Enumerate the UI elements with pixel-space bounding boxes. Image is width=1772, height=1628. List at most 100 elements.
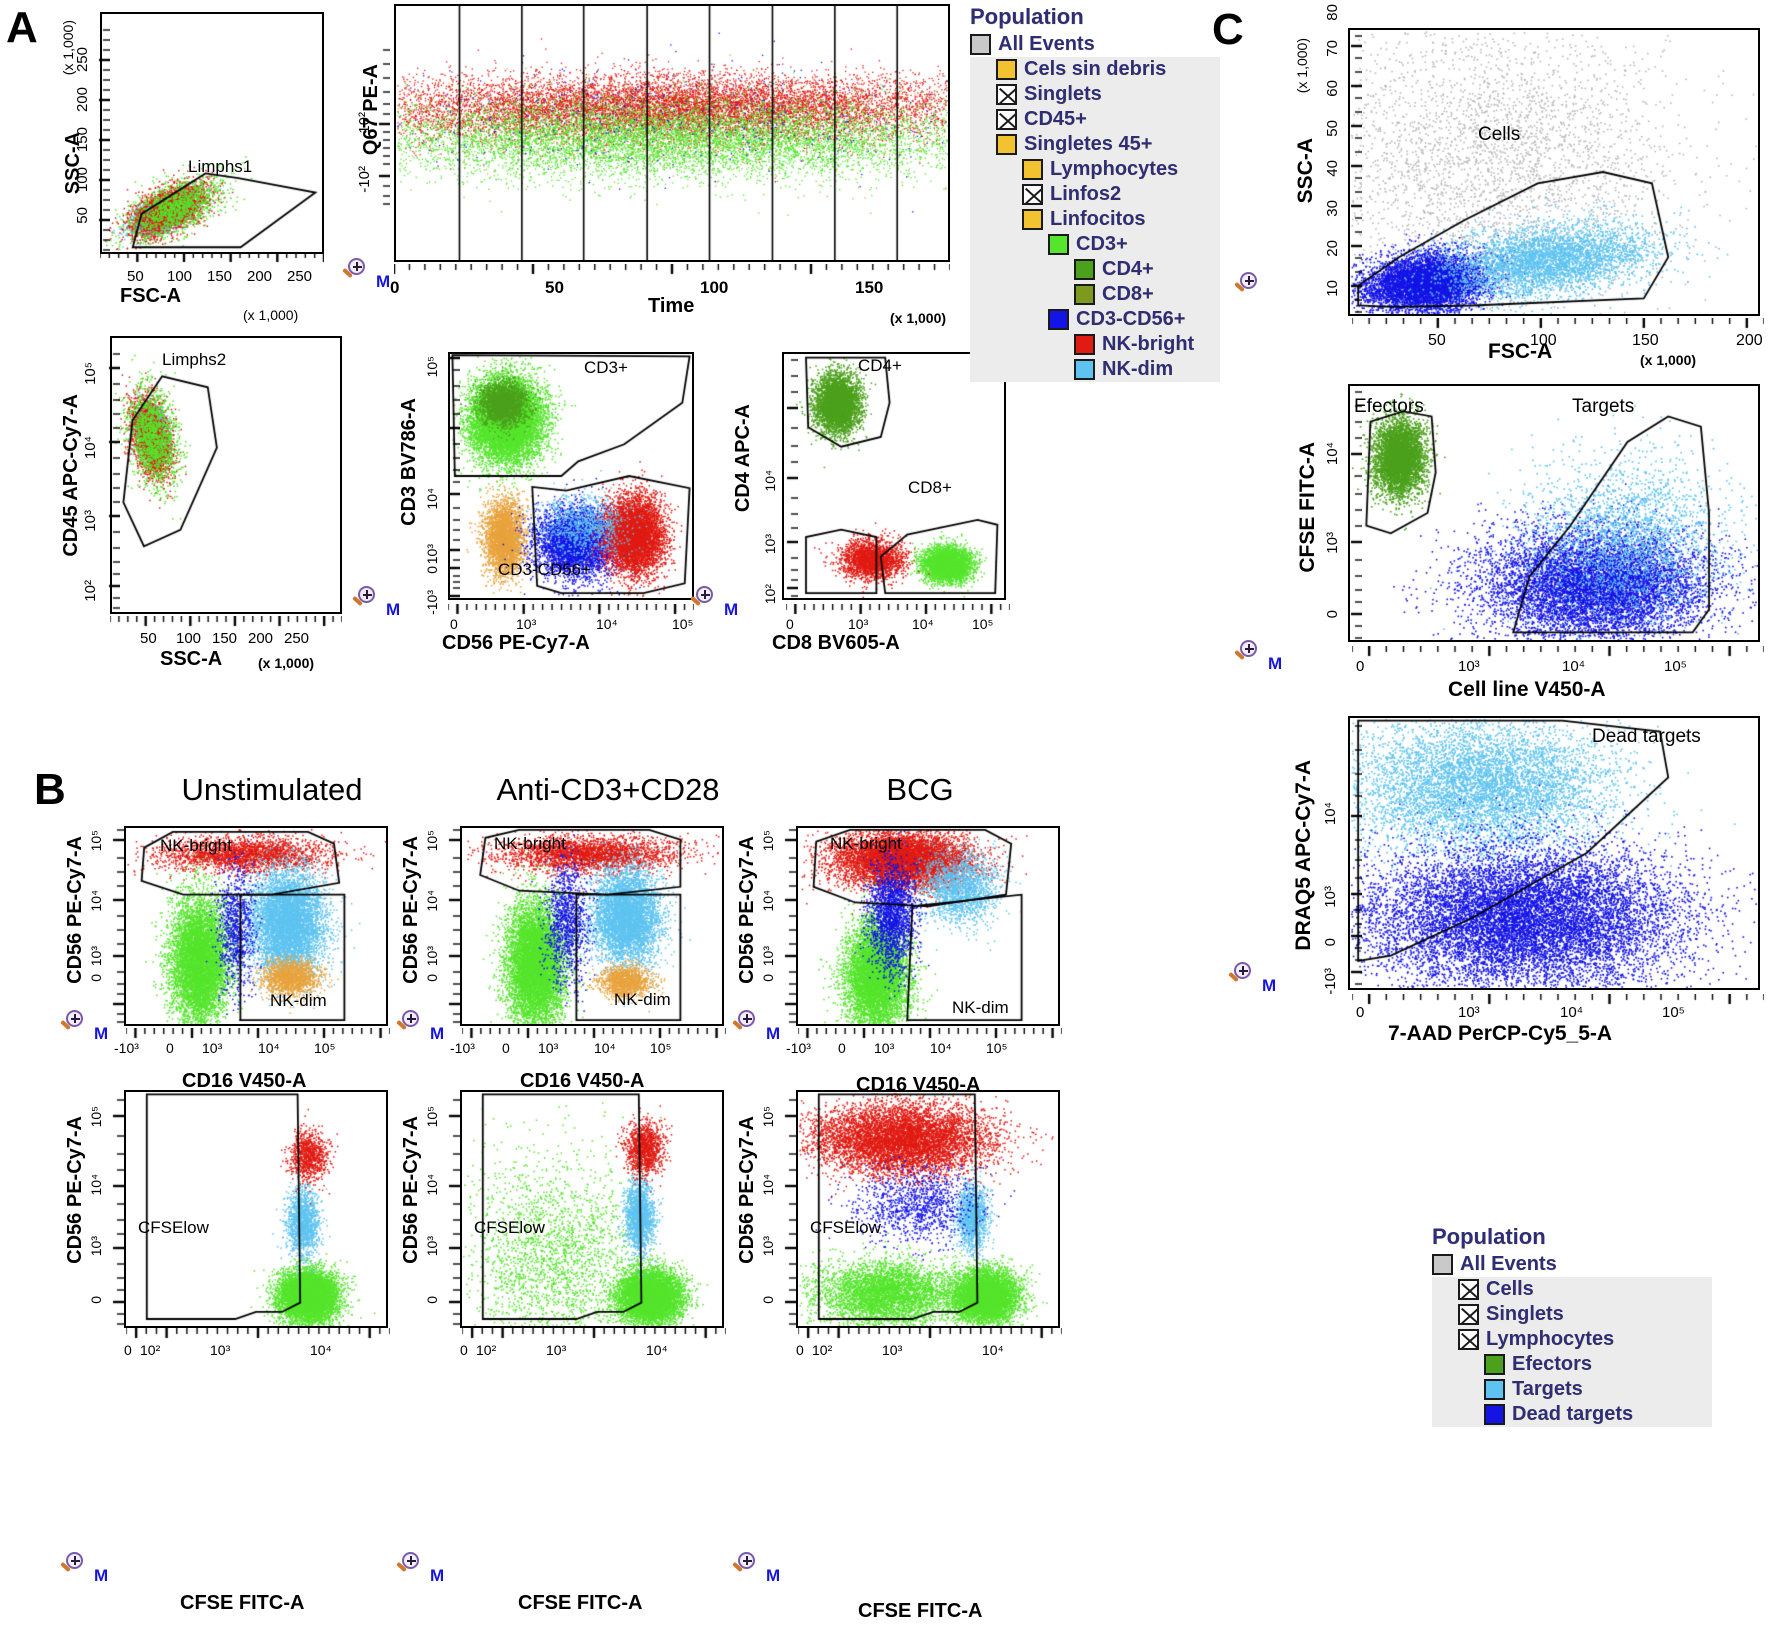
axis-tick-label: 10⁴ [760,890,776,912]
legend-title-a: Population [970,4,1220,30]
axis-tick-label: 10⁵ [424,830,440,851]
legend-item-lymphocytes[interactable]: Lymphocytes [1432,1327,1712,1352]
legend-item-singlets[interactable]: Singlets [1432,1302,1712,1327]
magnifier-icon-c3[interactable] [1228,962,1254,988]
axis-tick-label: 70 [1324,40,1341,57]
axis-tick-label: 0 [1356,658,1364,675]
legend-item-cd3-[interactable]: CD3+ [970,232,1220,257]
gate-label-nkdim-b2: NK-dim [614,990,671,1010]
axis-tick-label: 0 [760,1296,776,1304]
legend-item-nk-dim[interactable]: NK-dim [970,357,1220,382]
magnifier-icon-c1[interactable] [1234,272,1260,298]
axis-tick-label: 100 [700,278,728,298]
legend-item-cd3-cd56-[interactable]: CD3-CD56+ [970,307,1220,332]
plot-a5-cd4-cd8[interactable]: CD4 APC-A CD4+ CD8+ [740,352,1010,614]
legend-item-label: Lymphocytes [1486,1328,1614,1351]
legend-item-cels-sin-debris[interactable]: Cels sin debris [970,57,1220,82]
legend-swatch-icon [1074,334,1095,355]
legend-item-singlets[interactable]: Singlets [970,82,1220,107]
x-unit-a3: (x 1,000) [258,655,314,671]
plot-c2-cfse-cellline[interactable]: CFSE FITC-A Efectors Targets [1300,384,1760,656]
axis-tick-label: 100 [176,630,201,647]
legend-item-linfos2[interactable]: Linfos2 [970,182,1220,207]
axis-ticks [1348,28,1362,316]
axis-tick-label: 10⁴ [762,470,778,492]
axis-tick-label: 10³ [1458,1004,1480,1021]
axis-tick-label: 0 [166,1040,174,1056]
legend-item-label: CD45+ [1024,108,1087,131]
magnifier-icon-b3[interactable] [732,1010,758,1036]
legend-item-all-events[interactable]: All Events [970,32,1220,57]
axis-tick-label: 150 [212,630,237,647]
axis-tick-label: 10⁴ [982,1342,1004,1358]
axis-tick-label: 0 [1356,1004,1364,1021]
legend-swatch-icon [1074,359,1095,380]
axis-tick-label: 10³ [546,1342,566,1358]
axis-tick-label: 200 [1736,332,1763,350]
axis-tick-label: 150 [207,268,232,285]
y-axis-label-b6: CD56 PE-Cy7-A [736,1116,759,1264]
axis-tick-label: 30 [1324,200,1341,217]
legend-item-linfocitos[interactable]: Linfocitos [970,207,1220,232]
axis-ticks [798,1328,1062,1342]
legend-item-all-events[interactable]: All Events [1432,1252,1712,1277]
legend-item-dead-targets[interactable]: Dead targets [1432,1402,1712,1427]
axis-tick-label: 10³ [848,616,868,632]
legend-item-efectors[interactable]: Efectors [1432,1352,1712,1377]
x-axis-label-a2: Time [648,295,694,318]
axis-tick-label: 10⁴ [82,436,99,459]
magnifier-icon-b4[interactable] [60,1552,86,1578]
axis-tick-label: 0 [424,566,440,574]
magnifier-icon-a4[interactable] [352,586,378,612]
magnifier-icon-b1[interactable] [60,1010,86,1036]
legend-item-cd8-[interactable]: CD8+ [970,282,1220,307]
magnifier-icon-c2[interactable] [1234,640,1260,666]
legend-item-label: Cels sin debris [1024,58,1166,81]
axis-tick-label: 10³ [538,1040,558,1056]
legend-item-lymphocytes[interactable]: Lymphocytes [970,157,1220,182]
plot-a2-q67-time[interactable]: Q67 PE-A [394,4,954,274]
legend-swatch-icon [1048,234,1069,255]
legend-swatch-icon [1458,1279,1479,1300]
axis-ticks [448,604,694,618]
plot-c1-ssc-fsc[interactable]: SSC-A (x 1,000) Cells [1300,28,1760,328]
x-unit-c1: (x 1,000) [1640,352,1696,368]
axis-tick-label: 10² [762,584,778,604]
axis-tick-label: 10⁴ [424,1174,440,1196]
legend-item-cells[interactable]: Cells [1432,1277,1712,1302]
axis-tick-label: 10³ [762,534,778,554]
magnifier-icon-b5[interactable] [396,1552,422,1578]
axis-ticks [782,826,796,1026]
axis-tick-label: 10⁵ [1664,658,1687,675]
axis-tick-label: 10⁴ [88,890,104,912]
axis-tick-label: 10⁴ [1560,1004,1583,1021]
gate-label-efectors: Efectors [1354,396,1424,418]
legend-item-targets[interactable]: Targets [1432,1377,1712,1402]
plot-c3-draq5-7aad[interactable]: DRAQ5 APC-Cy7-A Dead targets [1300,716,1760,1006]
magnifier-icon-b2[interactable] [396,1010,422,1036]
axis-tick-label: 10⁵ [672,616,693,632]
x-axis-label-c3: 7-AAD PerCP-Cy5_5-A [1388,1022,1612,1046]
axis-tick-label: 150 [1632,332,1659,350]
axis-tick-label: 10⁵ [314,1040,335,1056]
magnifier-icon-b6[interactable] [732,1552,758,1578]
legend-swatch-icon [1074,259,1095,280]
axis-tick-label: 0 [88,1296,104,1304]
legend-item-cd45-[interactable]: CD45+ [970,107,1220,132]
axis-tick-label: 150 [74,127,91,152]
x-axis-label-c2: Cell line V450-A [1448,678,1606,702]
axis-tick-label: 10³ [516,616,536,632]
gate-label-nkbright-b1: NK-bright [160,836,232,856]
legend-item-cd4-[interactable]: CD4+ [970,257,1220,282]
legend-item-singletes-45-[interactable]: Singletes 45+ [970,132,1220,157]
axis-tick-label: 10³ [82,510,99,532]
legend-item-nk-bright[interactable]: NK-bright [970,332,1220,357]
x-axis-label-a4: CD56 PE-Cy7-A [442,632,590,655]
mode-indicator-b3: M [766,1024,780,1044]
axis-ticks [110,616,342,630]
magnifier-icon-a2[interactable] [342,258,368,284]
y-axis-label-b4: CD56 PE-Cy7-A [64,1116,87,1264]
x-axis-label-b6: CFSE FITC-A [858,1600,982,1623]
legend-swatch-icon [1458,1329,1479,1350]
legend-item-label: CD8+ [1102,283,1154,306]
